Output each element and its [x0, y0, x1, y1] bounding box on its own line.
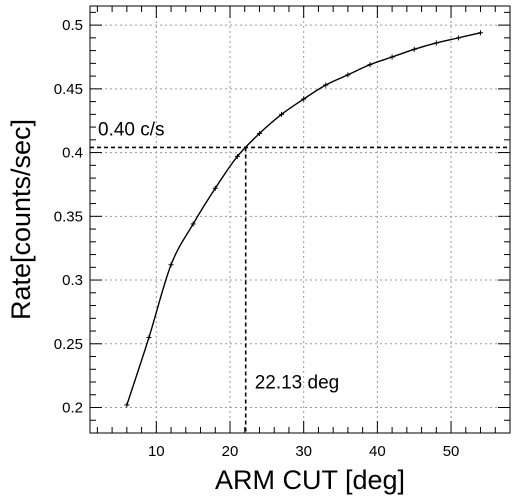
reference-lines — [90, 146, 510, 433]
y-tick-label: 0.25 — [54, 336, 83, 353]
x-tick-label: 20 — [222, 443, 239, 460]
x-tick-label: 30 — [295, 443, 312, 460]
x-axis-title: ARM CUT [deg] — [215, 465, 405, 495]
y-tick-label: 0.3 — [62, 272, 83, 289]
y-tick-label: 0.35 — [54, 208, 83, 225]
series — [124, 30, 484, 408]
y-tick-label: 0.5 — [62, 17, 83, 34]
y-axis-title: Rate[counts/sec] — [6, 119, 36, 320]
data-point — [323, 82, 329, 88]
angle-annotation: 22.13 deg — [255, 372, 340, 393]
data-point — [234, 153, 240, 159]
data-point — [256, 130, 262, 136]
data-point — [455, 35, 461, 41]
series-line — [126, 32, 481, 406]
data-point — [301, 96, 307, 102]
data-point — [190, 221, 196, 227]
x-tick-label: 40 — [369, 443, 386, 460]
data-point — [279, 111, 285, 117]
rate-annotation: 0.40 c/s — [98, 119, 165, 140]
data-point — [212, 185, 218, 191]
data-point — [389, 54, 395, 60]
grid-lines — [90, 6, 510, 433]
data-point — [433, 40, 439, 46]
data-point — [367, 62, 373, 68]
plot-frame — [89, 5, 511, 434]
y-tick-labels: 0.2 0.25 0.3 0.35 0.4 0.45 0.5 — [54, 17, 83, 416]
axis-ticks — [90, 6, 510, 433]
x-tick-label: 50 — [443, 443, 460, 460]
data-point — [168, 262, 174, 268]
data-point — [478, 30, 484, 36]
y-tick-label: 0.4 — [62, 145, 83, 162]
y-tick-label: 0.45 — [54, 81, 83, 98]
y-tick-label: 0.2 — [62, 400, 83, 417]
x-tick-label: 10 — [148, 443, 165, 460]
data-point — [146, 334, 152, 340]
data-point — [124, 402, 130, 408]
data-point — [345, 72, 351, 78]
data-point — [411, 46, 417, 52]
x-tick-labels: 10 20 30 40 50 — [148, 443, 459, 460]
